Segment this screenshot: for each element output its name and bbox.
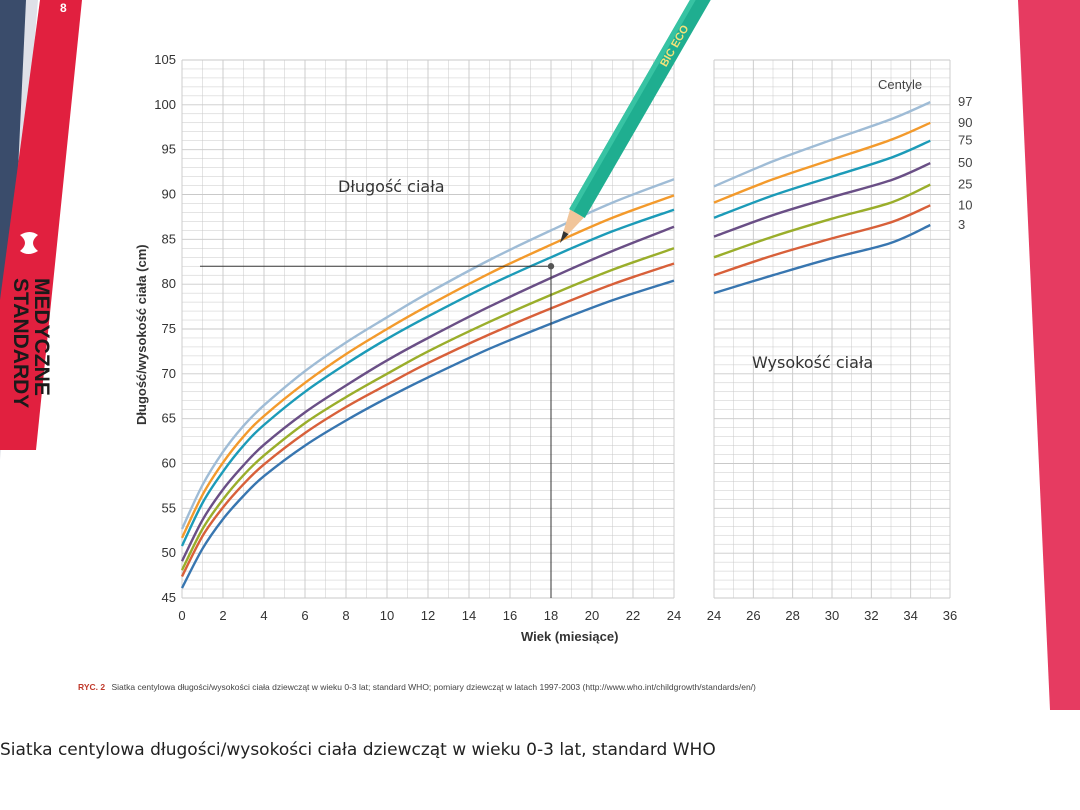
caption: Siatka centylowa długości/wysokości ciał…: [0, 740, 716, 760]
x-tick-label: 2: [219, 608, 226, 623]
y-tick-label: 50: [162, 545, 176, 560]
x-tick-label: 8: [342, 608, 349, 623]
y-tick-label: 45: [162, 590, 176, 605]
x-tick-label: 28: [785, 608, 799, 623]
centile-label-50: 50: [958, 155, 972, 170]
chart-grid: [181, 59, 951, 599]
x-tick-label: 24: [707, 608, 721, 623]
figure-note-text: Siatka centylowa długości/wysokości ciał…: [111, 682, 756, 692]
chart-photo: 8 STANDARDY MEDYCZNE 45 50 55 60 65 70 75 80 85 9…: [0, 0, 1080, 710]
figure-note: RYC. 2 Siatka centylowa długości/wysokoś…: [78, 682, 756, 692]
y-tick-label: 75: [162, 321, 176, 336]
x-tick-label: 14: [462, 608, 476, 623]
curve-length-p97: [180, 178, 675, 530]
centile-label-90: 90: [958, 115, 972, 130]
curve-height-p90: [713, 121, 931, 204]
centile-curves: 97 90 75 50 25 10 3: [180, 94, 972, 589]
chart-labels: Długość ciała Wysokość ciała Centyle Wie…: [134, 77, 922, 644]
curve-height-p50: [713, 162, 931, 238]
x-tick-label: 22: [626, 608, 640, 623]
x-tick-label: 0: [178, 608, 185, 623]
curve-height-p3: [713, 223, 931, 295]
y-tick-label: 55: [162, 500, 176, 515]
centile-label-3: 3: [958, 217, 965, 232]
background: [0, 0, 1080, 710]
x-tick-label: 6: [301, 608, 308, 623]
figure-note-prefix: RYC. 2: [78, 682, 105, 692]
x-tick-label: 18: [544, 608, 558, 623]
x-tick-label: 4: [260, 608, 267, 623]
centile-label-75: 75: [958, 133, 972, 148]
svg-text:RYC. 2 Siatka centylow: RYC. 2 Siatka centylowa długości/wysokoś…: [78, 682, 756, 692]
curve-length-p50: [180, 225, 675, 562]
x-tick-label: 16: [503, 608, 517, 623]
y-tick-label: 85: [162, 231, 176, 246]
y-tick-label: 60: [162, 456, 176, 471]
centile-label-10: 10: [958, 197, 972, 212]
curve-length-p3: [180, 279, 675, 589]
curve-height-p25: [713, 183, 931, 259]
y-tick-label: 100: [154, 97, 176, 112]
x-tick-label: 30: [825, 608, 839, 623]
marked-point: [200, 263, 555, 598]
marked-point-dot: [547, 263, 555, 270]
x-tick-label: 36: [943, 608, 957, 623]
y-tick-label: 65: [162, 411, 176, 426]
centile-label-97: 97: [958, 94, 972, 109]
curve-length-p75: [180, 208, 675, 547]
centile-label-25: 25: [958, 177, 972, 192]
y-axis-label: Długość/wysokość ciała (cm): [134, 244, 149, 425]
y-tick-label: 105: [154, 52, 176, 67]
y-tick-label: 80: [162, 276, 176, 291]
x-tick-label: 26: [746, 608, 760, 623]
x-tick-label: 20: [585, 608, 599, 623]
y-tick-label: 95: [162, 142, 176, 157]
x-tick-label: 24: [667, 608, 681, 623]
x-tick-label: 12: [421, 608, 435, 623]
curve-length-p90: [180, 194, 675, 539]
curve-height-p97: [713, 101, 931, 188]
curve-length-p25: [180, 247, 675, 571]
x-tick-label: 34: [903, 608, 917, 623]
y-tick-label: 70: [162, 366, 176, 381]
curve-height-p10: [713, 204, 931, 277]
panel-right-label: Wysokość ciała: [752, 353, 873, 372]
x-tick-label: 32: [864, 608, 878, 623]
x-tick-label: 10: [380, 608, 394, 623]
x-axis-label: Wiek (miesiące): [521, 629, 618, 644]
brand-line1: STANDARDY: [9, 278, 32, 408]
brand-line2: MEDYCZNE: [30, 278, 53, 396]
page-mark: 8: [60, 1, 67, 15]
curve-length-p10: [180, 262, 675, 578]
brand-logo: [20, 232, 38, 254]
red-band: 8 STANDARDY MEDYCZNE: [0, 0, 82, 450]
curve-height-p75: [713, 139, 931, 219]
y-tick-label: 90: [162, 187, 176, 202]
panel-left-label: Długość ciała: [338, 177, 445, 196]
legend-title: Centyle: [878, 77, 922, 92]
